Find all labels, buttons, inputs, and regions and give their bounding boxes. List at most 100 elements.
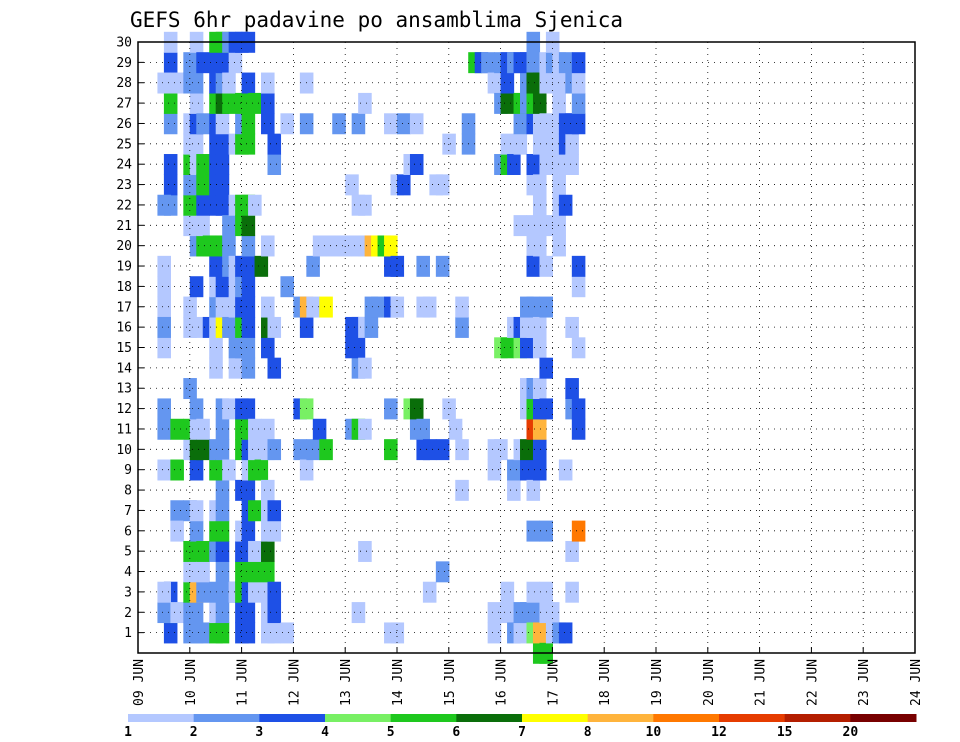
heatmap-cell [248,418,262,440]
heatmap-cell [306,439,320,461]
heatmap-cells [157,31,586,664]
x-tick-label: 17 JUN [546,659,561,706]
colorbar-legend: 1 2 3 4 5 6 7 8 10 12 15 20 [124,714,917,740]
heatmap-cell [261,337,275,359]
heatmap-cell [241,113,256,135]
y-axis: 1234567891011121314151617181920212223242… [116,36,144,641]
heatmap-cell [189,459,204,481]
heatmap-cell [261,92,275,114]
heatmap-cell [196,540,210,562]
heatmap-cell [390,296,405,318]
heatmap-cell [163,174,178,196]
y-tick-label: 19 [116,260,132,275]
heatmap-cell [558,194,573,216]
y-tick-label: 2 [124,606,132,621]
heatmap-cell [189,72,204,94]
heatmap-cell [513,622,528,644]
heatmap-cell [526,52,541,74]
heatmap-cell [267,500,282,522]
heatmap-cell [157,459,171,481]
y-tick-label: 11 [116,422,132,437]
colorbar-label: 7 [518,725,526,740]
heatmap-cell [552,92,566,114]
heatmap-cell [532,459,547,481]
heatmap-cell [261,296,275,318]
heatmap-cell [241,398,256,420]
heatmap-cell [280,622,294,644]
heatmap-cell [507,154,521,175]
heatmap-cell [532,622,547,644]
heatmap-cell [532,92,547,114]
heatmap-cell [157,398,171,420]
y-tick-label: 12 [116,402,132,417]
heatmap-cell [241,520,256,542]
heatmap-cell [241,276,256,298]
heatmap-cell [371,296,385,318]
heatmap-cell [189,92,204,114]
heatmap-cell [571,255,586,277]
y-tick-label: 17 [116,300,132,315]
colorbar-swatch [456,714,523,722]
heatmap-cell [248,540,262,562]
heatmap-cell [487,459,502,481]
y-tick-label: 3 [124,585,132,600]
heatmap-cell [526,215,541,237]
heatmap-cell [157,316,171,338]
heatmap-cell [312,235,327,257]
heatmap-cell [267,622,282,644]
heatmap-cell [507,479,521,501]
x-tick-label: 10 JUN [184,659,199,706]
heatmap-cell [209,337,223,359]
heatmap-cell [189,500,204,522]
heatmap-cell [390,255,405,277]
heatmap-cell [267,439,282,461]
heatmap-cell [241,133,256,155]
y-tick-label: 16 [116,321,132,336]
heatmap-cell [552,154,566,175]
heatmap-cell [170,459,184,481]
y-tick-label: 14 [116,361,132,376]
colorbar-swatch [193,714,260,722]
heatmap-cell [422,296,437,318]
heatmap-cell [228,52,243,74]
heatmap-cell [552,215,566,237]
x-tick-label: 11 JUN [236,659,251,706]
heatmap-cell [397,113,411,135]
heatmap-cell [248,194,262,216]
heatmap-cell [254,255,269,277]
heatmap-cell [170,520,184,542]
heatmap-cell [196,154,210,175]
heatmap-cell [526,479,541,501]
y-tick-label: 7 [124,504,132,519]
heatmap-cell [532,174,547,196]
colorbar-swatch [587,714,654,722]
heatmap-cell [487,72,502,94]
heatmap-cell [248,561,262,583]
colorbar-swatch [653,714,720,722]
colorbar-label: 12 [711,725,727,740]
heatmap-cell [319,439,333,461]
x-tick-label: 15 JUN [443,659,458,706]
heatmap-cell [170,418,184,440]
heatmap-cell [189,602,204,624]
heatmap-cell [532,235,547,257]
heatmap-cell [170,72,184,94]
heatmap-cell [565,581,579,603]
heatmap-cell [532,418,547,440]
heatmap-cell [571,92,586,114]
y-tick-label: 25 [116,137,132,152]
colorbar-label: 3 [255,725,263,740]
y-tick-label: 6 [124,524,132,539]
heatmap-cell [416,255,430,277]
x-tick-label: 12 JUN [287,659,302,706]
heatmap-cell [487,622,502,644]
colorbar-swatch [259,714,326,722]
heatmap-cell [306,296,320,318]
heatmap-cell [267,154,282,175]
heatmap-cell [351,602,366,624]
heatmap-cell [261,418,275,440]
y-tick-label: 5 [124,545,132,560]
y-tick-label: 9 [124,463,132,478]
heatmap-cell [248,439,262,461]
